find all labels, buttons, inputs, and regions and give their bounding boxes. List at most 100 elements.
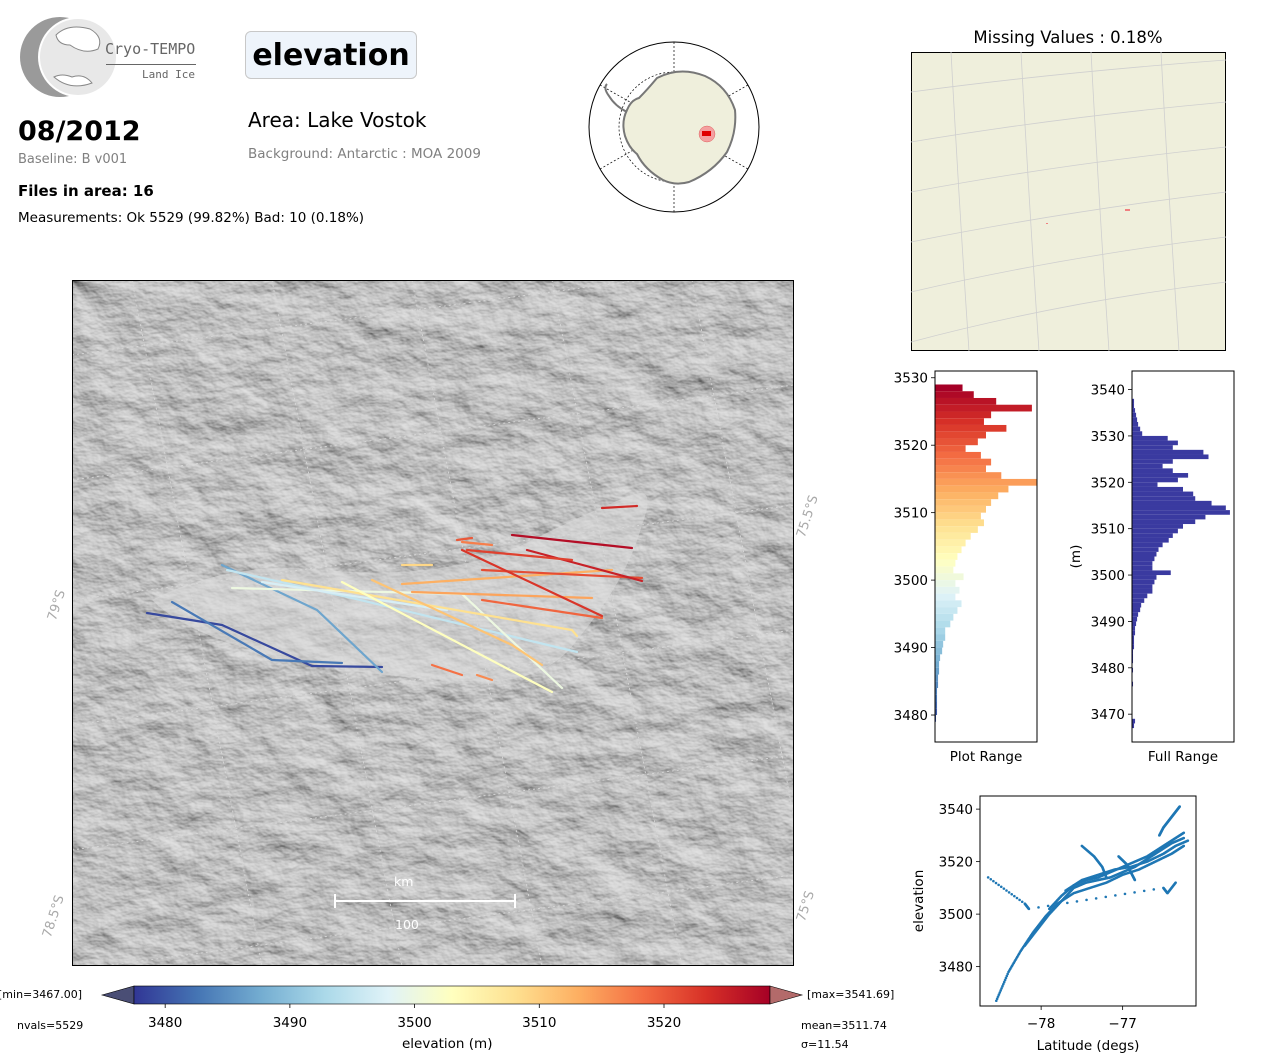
colorbar-min-label: [min=3467.00] <box>0 988 83 1001</box>
elevation-track <box>430 663 464 677</box>
histogram-bar <box>1132 612 1139 617</box>
scatter-point <box>1002 980 1006 984</box>
colorbar-tick-label: 3490 <box>273 1015 307 1031</box>
cryo-tempo-logo-icon <box>20 17 118 97</box>
histogram-bar <box>1132 602 1142 608</box>
histogram-bar <box>1132 542 1163 548</box>
histogram-bar <box>1132 598 1145 603</box>
logo-subtitle: Land Ice <box>142 68 195 81</box>
histogram-frame <box>934 370 1038 743</box>
main-map-graticule <box>72 280 794 966</box>
elevation-track <box>370 578 544 667</box>
histogram-bar <box>1132 723 1135 729</box>
y-tick-label: 3520 <box>894 438 928 454</box>
histogram-bar <box>1132 486 1183 492</box>
colorbar-mean: mean=3511.74 <box>801 1019 887 1032</box>
colorbar-max-label: [max=3541.69] <box>807 988 895 1001</box>
histogram-bar <box>1132 459 1173 464</box>
histogram-bar <box>935 708 938 716</box>
histogram-bar <box>935 478 1037 486</box>
scatter-point <box>1066 901 1069 905</box>
scatter-point <box>1105 876 1108 879</box>
histogram-bar <box>1132 431 1143 436</box>
scatter-frame <box>979 795 1197 1007</box>
colorbar-gradient <box>133 985 771 1005</box>
histogram-bar <box>935 539 966 547</box>
scatter-point <box>1186 839 1190 842</box>
elevation-track <box>280 578 579 638</box>
histogram-bar <box>935 485 1009 493</box>
histogram-bar <box>1132 588 1153 594</box>
scatter-point <box>999 989 1002 992</box>
histogram-bar <box>935 559 956 567</box>
elevation-track <box>525 548 644 583</box>
histogram-bar <box>935 404 1032 412</box>
histogram-bar <box>1132 653 1134 659</box>
histogram-bar <box>935 492 999 500</box>
missing-value-mark <box>1125 209 1130 211</box>
scatter-point <box>1037 906 1040 909</box>
histogram-xlabel: Plot Range <box>950 749 1023 765</box>
y-tick-label: 3540 <box>939 802 973 818</box>
histogram-bar <box>935 640 944 648</box>
scatter-point <box>1182 836 1186 840</box>
lat-label-75-5s: 75.5°S <box>794 493 822 540</box>
histogram-bar <box>935 593 956 601</box>
histogram-bar <box>935 438 978 446</box>
main-elevation-map <box>72 280 794 966</box>
antarctica-outline <box>622 70 737 185</box>
elevation-track <box>460 540 494 547</box>
scale-unit: km <box>394 874 414 889</box>
missing-values-map <box>911 52 1226 351</box>
histogram-bar <box>1132 644 1135 650</box>
y-tick-label: 3470 <box>1091 707 1125 723</box>
histogram-bar <box>935 519 984 527</box>
missing-values-title: Missing Values : 0.18% <box>973 28 1163 47</box>
histogram-bar <box>1132 533 1173 538</box>
y-tick-label: 3530 <box>894 371 928 387</box>
area-name: Area: Lake Vostok <box>248 108 427 132</box>
histogram-frame <box>1131 370 1235 743</box>
histogram-bar <box>935 701 938 709</box>
histogram-bar <box>935 458 992 466</box>
histogram-bar <box>935 526 978 533</box>
elevation-colorbar: 3480 3490 3500 3510 3520 <box>100 985 804 1031</box>
y-tick-label: 3490 <box>1091 614 1125 630</box>
y-tick-label: 3480 <box>894 708 928 724</box>
histogram-xlabel: Full Range <box>1148 749 1218 765</box>
histogram-bar <box>935 546 962 554</box>
scatter-point <box>1005 974 1009 978</box>
histogram-bar <box>1132 551 1157 557</box>
elevation-track <box>225 568 579 654</box>
elevation-track <box>145 611 384 669</box>
scatter-point <box>1056 903 1060 906</box>
histogram-bar <box>1132 440 1178 446</box>
scatter-point <box>1094 897 1098 900</box>
x-tick-label: −78 <box>1027 1016 1056 1032</box>
y-tick-label: 3530 <box>1091 429 1125 445</box>
scatter-point <box>996 995 1000 998</box>
scatter-point <box>1133 878 1137 882</box>
histogram-bar <box>1132 626 1136 631</box>
histogram-bar <box>935 424 1007 432</box>
elevation-track <box>220 563 384 674</box>
histogram-bar <box>935 573 964 581</box>
antarctica-locator-map <box>588 41 760 213</box>
logo: Cryo-TEMPO Land Ice <box>18 15 198 100</box>
scatter-point <box>1004 976 1008 980</box>
histogram-ylabel: (m) <box>1068 545 1084 569</box>
scatter-point <box>1123 892 1127 896</box>
y-tick-label: 3500 <box>894 573 928 589</box>
histogram-bar <box>1132 579 1155 585</box>
histogram-bar <box>935 600 962 608</box>
scatter-point <box>1182 831 1186 835</box>
histogram-bar <box>935 667 940 675</box>
histogram-bar <box>1132 449 1204 455</box>
colorbar-tick-label: 3500 <box>397 1015 431 1031</box>
elevation-track <box>600 504 639 510</box>
y-tick-label: 3520 <box>1091 475 1125 491</box>
elevation-track <box>400 568 614 586</box>
scatter-ylabel: elevation <box>911 870 927 932</box>
histogram-bar <box>1132 519 1196 525</box>
colorbar-tick-label: 3510 <box>522 1015 556 1031</box>
